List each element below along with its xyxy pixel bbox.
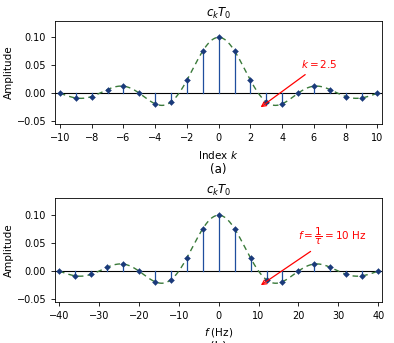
Title: $c_k T_0$: $c_k T_0$	[206, 183, 231, 198]
Y-axis label: Amplitude: Amplitude	[4, 46, 14, 99]
Text: $k = 2.5$: $k = 2.5$	[262, 58, 338, 106]
Text: (b): (b)	[210, 341, 227, 343]
Text: (a): (a)	[210, 163, 227, 176]
X-axis label: Index $k$: Index $k$	[199, 149, 239, 161]
Y-axis label: Amplitude: Amplitude	[4, 223, 14, 277]
Title: $c_k T_0$: $c_k T_0$	[206, 5, 231, 21]
Text: $f = \dfrac{1}{\tau} = 10$ Hz: $f = \dfrac{1}{\tau} = 10$ Hz	[262, 226, 367, 284]
X-axis label: $f$ (Hz): $f$ (Hz)	[204, 327, 233, 340]
